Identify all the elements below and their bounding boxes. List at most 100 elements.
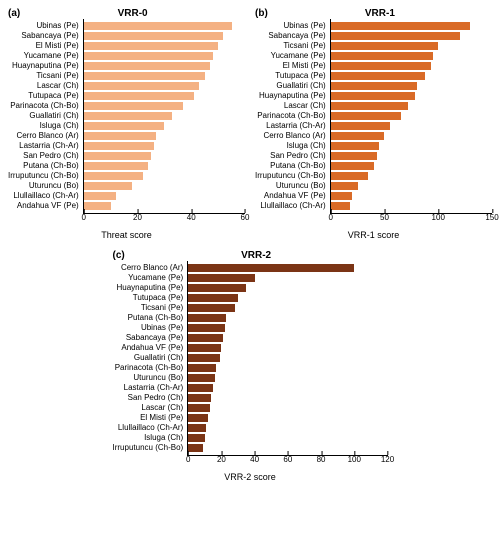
x-tick: 20: [133, 213, 142, 222]
bar: [188, 274, 254, 282]
category-label: Isluga (Ch): [287, 141, 326, 151]
bar: [188, 424, 206, 432]
category-label: Cerro Blanco (Ar): [16, 131, 78, 141]
bar: [188, 384, 213, 392]
bar: [331, 112, 401, 120]
category-label: Sabancaya (Pe): [268, 31, 325, 41]
bar: [84, 122, 165, 130]
x-tick: 0: [186, 455, 190, 464]
category-label: Yucamane (Pe): [271, 51, 326, 61]
panel-b-tag: (b): [255, 8, 268, 19]
bar: [188, 264, 354, 272]
panel-a-title-line: (a) VRR-0: [8, 8, 245, 19]
panel-a-tag: (a): [8, 8, 20, 19]
bar: [84, 32, 224, 40]
bar: [84, 162, 149, 170]
panel-c-plot: 020406080100120: [187, 261, 387, 456]
category-label: Lascar (Ch): [284, 101, 326, 111]
panel-c: (c) VRR-2 Cerro Blanco (Ar)Yucamane (Pe)…: [113, 250, 388, 482]
category-label: El Misti (Pe): [140, 413, 183, 423]
x-tick: 0: [81, 213, 85, 222]
category-label: Lastarria (Ch-Ar): [266, 121, 326, 131]
x-tick: 100: [348, 455, 361, 464]
bar: [331, 122, 390, 130]
category-label: El Misti (Pe): [283, 61, 326, 71]
category-label: Huaynaputina (Pe): [116, 283, 183, 293]
x-tick: 60: [283, 455, 292, 464]
panel-c-chart: Cerro Blanco (Ar)Yucamane (Pe)Huaynaputi…: [113, 261, 388, 456]
panel-a-plot: 0204060: [83, 19, 245, 214]
x-tick: 120: [381, 455, 394, 464]
category-label: Sabancaya (Pe): [21, 31, 78, 41]
bar: [188, 324, 225, 332]
bar: [188, 404, 210, 412]
category-label: Ticsani (Pe): [141, 303, 183, 313]
bar: [331, 132, 385, 140]
category-label: Huaynaputina (Pe): [12, 61, 79, 71]
bar: [188, 394, 211, 402]
panel-b-xlabel: VRR-1 score: [255, 230, 492, 240]
category-label: Yucamane (Pe): [24, 51, 79, 61]
category-label: Parinacota (Ch-Bo): [10, 101, 78, 111]
category-label: Ticsani (Pe): [36, 71, 78, 81]
category-label: Ubinas (Pe): [36, 21, 78, 31]
panel-b-xticks: 050100150: [331, 213, 492, 229]
category-label: Lastarria (Ch-Ar): [124, 383, 184, 393]
category-label: El Misti (Pe): [36, 41, 79, 51]
category-label: Lascar (Ch): [141, 403, 183, 413]
category-label: Putana (Ch-Bo): [23, 161, 79, 171]
panel-a-title: VRR-0: [20, 8, 245, 19]
category-label: San Pedro (Ch): [270, 151, 326, 161]
bar: [84, 182, 132, 190]
x-tick: 150: [485, 213, 498, 222]
category-label: Irruputuncu (Ch-Bo): [113, 443, 184, 453]
category-label: Andahua VF (Pe): [121, 343, 183, 353]
category-label: Isluga (Ch): [40, 121, 79, 131]
category-label: Cerro Blanco (Ar): [263, 131, 325, 141]
bar: [84, 72, 205, 80]
category-label: Cerro Blanco (Ar): [121, 263, 183, 273]
category-label: Lascar (Ch): [37, 81, 79, 91]
panel-a-ylabels: Ubinas (Pe)Sabancaya (Pe)El Misti (Pe)Yu…: [8, 19, 83, 214]
bar: [331, 52, 433, 60]
panel-b-chart: Ubinas (Pe)Sabancaya (Pe)Ticsani (Pe)Yuc…: [255, 19, 492, 214]
panel-c-bars: [188, 261, 387, 455]
bar: [188, 434, 205, 442]
panel-c-title: VRR-2: [125, 250, 388, 261]
bar: [331, 42, 439, 50]
bar: [188, 414, 208, 422]
category-label: Llullaillaco (Ch-Ar): [13, 191, 78, 201]
category-label: Ticsani (Pe): [283, 41, 325, 51]
bar: [331, 102, 408, 110]
category-label: Tutupaca (Pe): [28, 91, 78, 101]
category-label: Yucamane (Pe): [128, 273, 183, 283]
bar: [84, 52, 213, 60]
bar: [331, 172, 369, 180]
category-label: Ubinas (Pe): [141, 323, 183, 333]
bar: [331, 202, 350, 210]
category-label: Lastarria (Ch-Ar): [19, 141, 79, 151]
bar: [188, 334, 223, 342]
panel-c-xticks: 020406080100120: [188, 455, 387, 471]
category-label: Putana (Ch-Bo): [270, 161, 326, 171]
bar: [84, 82, 200, 90]
bar: [84, 152, 151, 160]
bar: [188, 294, 238, 302]
bar: [84, 62, 210, 70]
category-label: Andahua VF (Pe): [264, 191, 326, 201]
bar: [188, 354, 220, 362]
bar: [84, 132, 157, 140]
bar: [331, 82, 417, 90]
category-label: Tutupaca (Pe): [275, 71, 325, 81]
bar: [84, 202, 111, 210]
category-label: Guallatiri (Ch): [134, 353, 183, 363]
bar: [84, 112, 173, 120]
x-tick: 100: [432, 213, 445, 222]
bar: [331, 62, 431, 70]
panel-a-xlabel: Threat score: [8, 230, 245, 240]
bar: [188, 284, 246, 292]
bar: [84, 42, 218, 50]
bar: [331, 152, 377, 160]
panel-a: (a) VRR-0 Ubinas (Pe)Sabancaya (Pe)El Mi…: [8, 8, 245, 240]
category-label: Irruputuncu (Ch-Bo): [255, 171, 326, 181]
